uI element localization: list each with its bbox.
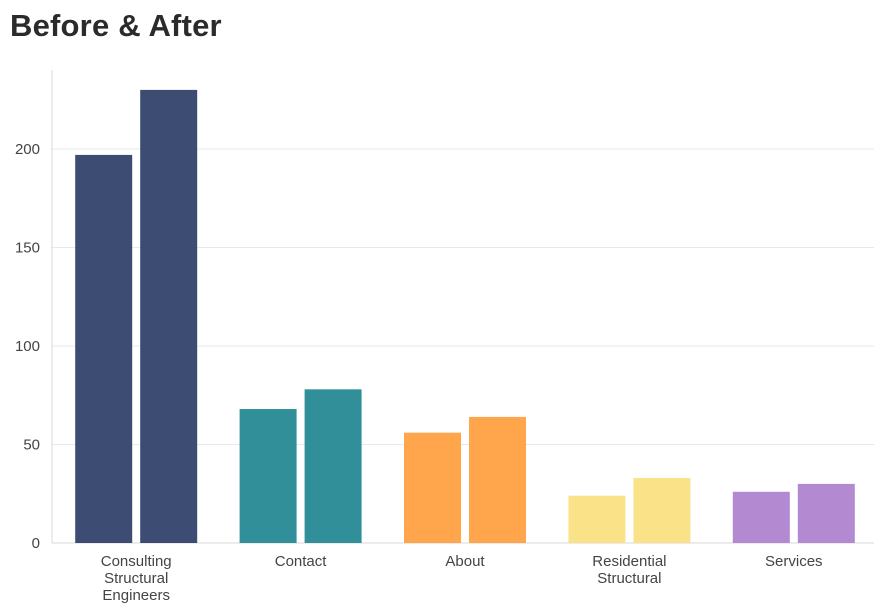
bar <box>469 416 526 543</box>
bar <box>797 483 855 543</box>
category-label-line: Services <box>765 553 823 570</box>
bar <box>568 495 626 543</box>
category-label-line: Engineers <box>102 587 170 604</box>
bar <box>239 409 297 543</box>
y-tick-label: 50 <box>23 437 40 454</box>
y-tick-label: 0 <box>32 535 40 552</box>
bar <box>140 89 198 544</box>
y-tick-label: 150 <box>15 240 40 257</box>
bar <box>304 389 362 543</box>
bars <box>75 89 855 544</box>
y-tick-label: 200 <box>15 141 40 158</box>
category-label: About <box>445 553 485 570</box>
category-label: Consulting Structural Engineers <box>101 553 172 604</box>
category-label-line: Structural <box>597 570 661 587</box>
category-label-line: About <box>445 553 485 570</box>
category-label-line: Consulting <box>101 553 172 570</box>
bar <box>404 432 461 543</box>
category-label: Residential Structural <box>592 553 666 587</box>
category-label-line: Structural <box>104 570 168 587</box>
category-label: Services <box>765 553 823 570</box>
y-tick-label: 100 <box>15 338 40 355</box>
chart-title: Before & After <box>10 8 222 43</box>
bar <box>633 477 691 543</box>
y-tick-labels: 0 50 100 150 200 <box>15 141 40 552</box>
bar <box>732 491 790 543</box>
category-label-line: Contact <box>275 553 328 570</box>
category-label: Contact <box>275 553 328 570</box>
category-label-line: Residential <box>592 553 666 570</box>
bar <box>75 154 133 543</box>
